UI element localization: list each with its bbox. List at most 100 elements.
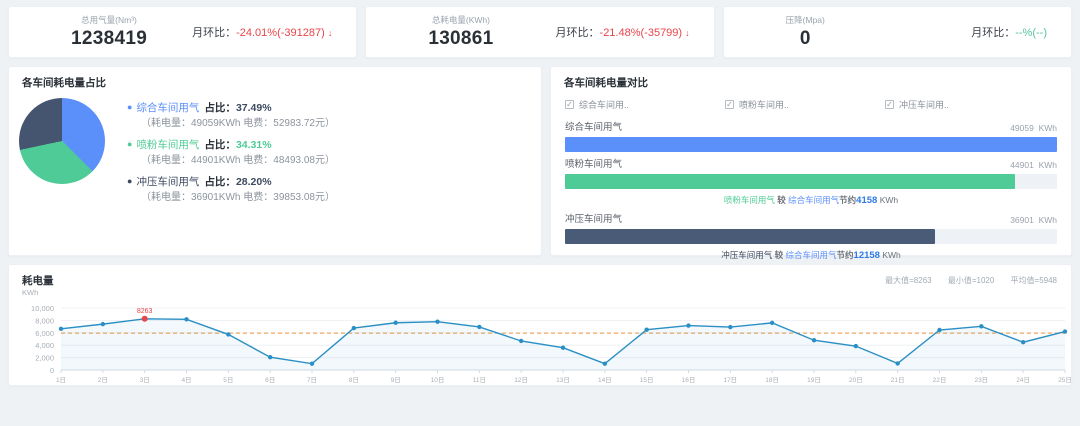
stat-min: 最小值=1020 [947,276,995,285]
legend-item-stamping[interactable]: ● 冲压车间用气 占比：28.20% （耗电量：36901KWh 电费：39853.… [127,174,335,205]
svg-text:6日: 6日 [265,376,275,384]
svg-text:2,000: 2,000 [35,354,54,363]
legend-item-composite[interactable]: ● 综合车间用气 占比：37.49% （耗电量：49059KWh 电费：52983.… [127,100,335,131]
svg-text:13日: 13日 [556,376,570,384]
legend-dot-icon-composite: ● [127,102,133,112]
bar-note-unit-powder: KWh [879,195,899,205]
bar-panel: 各车间耗电量对比 ✓ 综合车间用.. ✓ 喷粉车间用.. ✓ 冲压车间用.. [550,66,1072,261]
bar-note-mid-stamping: 较 [772,250,786,260]
svg-text:6,000: 6,000 [35,329,54,338]
kpi-ratio-power: 月环比：-21.48%(-35799) ↓ [556,24,696,40]
bar-name-composite: 综合车间用气 [565,122,623,133]
checkbox-label-stamping: 冲压车间用.. [899,100,950,110]
legend-dot-icon-powder: ● [127,139,133,149]
kpi-delta-pressure: --%(--) [1015,27,1047,39]
pie-body: ● 综合车间用气 占比：37.49% （耗电量：49059KWh 电费：52983.… [9,90,541,211]
bar-fill-stamping [565,229,935,244]
kpi-ratio-label-pressure: 月环比： [971,27,1016,39]
svg-text:11日: 11日 [473,376,486,384]
kpi-value-pressure: 0 [799,28,811,49]
bar-track-powder[interactable] [565,174,1057,189]
svg-text:3日: 3日 [140,376,150,384]
checkbox-checked-icon-stamping: ✓ [885,99,894,109]
legend-pct-powder: 34.31% [235,139,272,151]
pie-chart[interactable] [19,98,105,184]
legend-pct-label-stamping: 占比： [204,176,236,188]
kpi-ratio-gas: 月环比：-24.01%(-391287) ↓ [192,24,338,40]
bar-row-stamping: 冲压车间用气 36901 KWh 冲压车间用气 较 综合车间用气节约12158 … [565,211,1057,262]
checkbox-label-composite: 综合车间用.. [579,100,630,110]
kpi-value-power: 130861 [428,28,494,49]
kpi-row: 总用气量(Nm³) 1238419 月环比：-24.01%(-391287) ↓… [8,6,1072,58]
kpi-delta-power: -21.48%(-35799) [599,27,683,39]
line-chart-title: 耗电量 [22,275,54,287]
svg-text:1日: 1日 [56,376,66,384]
kpi-ratio-label-power: 月环比： [555,27,600,39]
svg-text:4,000: 4,000 [35,341,54,350]
pie-legend: ● 综合车间用气 占比：37.49% （耗电量：49059KWh 电费：52983.… [115,96,335,211]
legend-detail-powder: （耗电量：44901KWh 电费：48493.08元） [141,155,335,166]
legend-line-powder: ● 喷粉车间用气 占比：34.31% [127,137,335,153]
line-chart-stats: 最大值=8263 最小值=1020 平均值=5948 [871,265,1071,286]
line-chart-y-unit: KWh [22,288,39,297]
checkbox-label-powder: 喷粉车间用.. [739,100,790,110]
bar-note-stamping: 冲压车间用气 较 综合车间用气节约12158 KWh [565,249,1057,262]
legend-item-powder[interactable]: ● 喷粉车间用气 占比：34.31% （耗电量：44901KWh 电费：48493.… [127,137,335,168]
kpi-left-gas: 总用气量(Nm³) 1238419 [31,14,147,50]
bar-track-composite[interactable] [565,137,1057,152]
pie-panel-title: 各车间耗电量占比 [22,77,106,89]
svg-text:8263: 8263 [137,308,153,315]
line-chart-area[interactable]: 0 2,000 4,000 6,000 8,000 10,000 1日 2日 3日 4日 5日 6日 7… [9,298,1072,386]
bar-track-stamping[interactable] [565,229,1057,244]
bar-panel-title: 各车间耗电量对比 [564,77,648,89]
pie-panel: 各车间耗电量占比 ● 综合车间用气 占比：37.49% （耗电量：49059KWh … [8,66,542,256]
kpi-left-pressure: 压降(Mpa) 0 [746,14,825,50]
legend-name-powder: 喷粉车间用气 [136,139,200,151]
kpi-ratio-pressure: 月环比：--%(--) [971,24,1053,40]
bar-note-number-stamping: 12158 [853,250,880,261]
bar-fill-powder [565,174,1016,189]
bar-note-save-stamping: 节约 [836,250,854,260]
bar-note-mid-powder: 较 [774,195,789,205]
kpi-left-power: 总耗电量(KWh) 130861 [388,14,493,50]
line-chart-svg[interactable]: 0 2,000 4,000 6,000 8,000 10,000 1日 2日 3日 4日 5日 6日 7… [9,298,1079,386]
svg-text:25日: 25日 [1058,376,1072,384]
bar-name-powder: 喷粉车间用气 [565,159,623,170]
svg-text:19日: 19日 [807,376,821,384]
bar-value-stamping: 36901 KWh [1010,215,1057,225]
bar-value-powder: 44901 KWh [1010,160,1057,170]
kpi-arrow-down-icon-power: ↓ [685,28,690,38]
svg-text:10,000: 10,000 [31,304,54,313]
kpi-label-pressure: 压降(Mpa) [785,15,825,25]
pie-chart-wrap [19,96,115,211]
bar-note-unit-stamping: KWh [882,250,901,260]
line-chart-panel: 耗电量 KWh 最大值=8263 最小值=1020 平均值=5948 0 2,00… [8,264,1072,386]
checkbox-composite[interactable]: ✓ 综合车间用.. [565,98,725,111]
legend-name-composite: 综合车间用气 [136,102,200,114]
checkbox-stamping[interactable]: ✓ 冲压车间用.. [885,98,1045,111]
bar-note-powder: 喷粉车间用气 较 综合车间用气节约4158 KWh [565,194,1057,207]
svg-text:14日: 14日 [598,376,612,384]
svg-text:12日: 12日 [514,376,528,384]
bar-filter-checkboxes: ✓ 综合车间用.. ✓ 喷粉车间用.. ✓ 冲压车间用.. [551,90,1071,113]
svg-text:18日: 18日 [765,376,779,384]
kpi-label-power: 总耗电量(KWh) [431,15,490,25]
bar-row-powder: 喷粉车间用气 44901 KWh 喷粉车间用气 较 综合车间用气节约4158 K… [565,156,1057,207]
svg-text:20日: 20日 [849,376,863,384]
kpi-value-gas: 1238419 [71,28,148,49]
svg-text:10日: 10日 [431,376,445,384]
checkbox-powder[interactable]: ✓ 喷粉车间用.. [725,98,885,111]
stat-max: 最大值=8263 [885,276,932,285]
svg-text:17日: 17日 [723,376,737,384]
bar-list: 综合车间用气 49059 KWh 喷粉车间用气 44901 KWh [551,113,1071,262]
bar-fill-composite [565,137,1057,152]
kpi-card-power: 总耗电量(KWh) 130861 月环比：-21.48%(-35799) ↓ [365,6,715,58]
bar-note-target-powder: 综合车间用气 [788,195,840,205]
bar-name-stamping: 冲压车间用气 [565,214,623,225]
kpi-delta-gas: -24.01%(-391287) [236,27,325,39]
middle-row: 各车间耗电量占比 ● 综合车间用气 占比：37.49% （耗电量：49059KWh … [8,66,1072,261]
kpi-ratio-label-gas: 月环比： [192,27,237,39]
bar-head-stamping: 冲压车间用气 36901 KWh [565,211,1057,225]
kpi-card-pressure: 压降(Mpa) 0 月环比：--%(--) [722,6,1072,58]
bar-note-target-stamping: 综合车间用气 [785,250,837,260]
